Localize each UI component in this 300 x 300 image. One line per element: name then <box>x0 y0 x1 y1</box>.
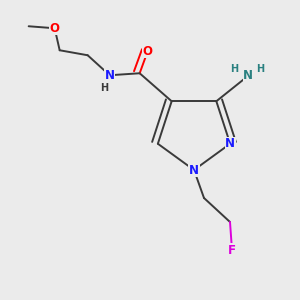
Text: H: H <box>256 64 264 74</box>
Text: O: O <box>50 22 60 35</box>
Text: H: H <box>100 83 109 93</box>
Text: N: N <box>105 69 115 82</box>
Text: N: N <box>225 137 235 150</box>
Text: O: O <box>143 45 153 58</box>
Text: N: N <box>189 164 199 176</box>
Text: F: F <box>228 244 236 256</box>
Text: N: N <box>243 69 253 82</box>
Text: H: H <box>230 64 238 74</box>
